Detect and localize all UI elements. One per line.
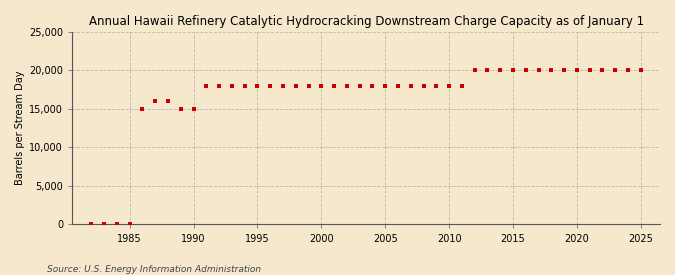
Point: [546, 68, 557, 73]
Point: [393, 84, 404, 88]
Point: [533, 68, 544, 73]
Point: [252, 84, 263, 88]
Point: [316, 84, 327, 88]
Point: [380, 84, 391, 88]
Point: [635, 68, 646, 73]
Point: [495, 68, 506, 73]
Point: [597, 68, 608, 73]
Point: [585, 68, 595, 73]
Point: [137, 107, 148, 111]
Point: [354, 84, 365, 88]
Point: [227, 84, 238, 88]
Y-axis label: Barrels per Stream Day: Barrels per Stream Day: [15, 71, 25, 185]
Point: [482, 68, 493, 73]
Point: [150, 99, 161, 103]
Point: [610, 68, 621, 73]
Text: Source: U.S. Energy Information Administration: Source: U.S. Energy Information Administ…: [47, 265, 261, 274]
Point: [622, 68, 633, 73]
Point: [265, 84, 275, 88]
Point: [163, 99, 173, 103]
Point: [559, 68, 570, 73]
Point: [240, 84, 250, 88]
Point: [431, 84, 441, 88]
Point: [201, 84, 212, 88]
Point: [520, 68, 531, 73]
Point: [124, 222, 135, 227]
Point: [188, 107, 199, 111]
Point: [367, 84, 378, 88]
Point: [342, 84, 352, 88]
Point: [418, 84, 429, 88]
Point: [469, 68, 480, 73]
Point: [406, 84, 416, 88]
Point: [572, 68, 583, 73]
Point: [277, 84, 288, 88]
Point: [99, 222, 109, 227]
Point: [86, 222, 97, 227]
Point: [176, 107, 186, 111]
Title: Annual Hawaii Refinery Catalytic Hydrocracking Downstream Charge Capacity as of : Annual Hawaii Refinery Catalytic Hydrocr…: [88, 15, 644, 28]
Point: [329, 84, 340, 88]
Point: [303, 84, 314, 88]
Point: [508, 68, 518, 73]
Point: [111, 222, 122, 227]
Point: [214, 84, 225, 88]
Point: [290, 84, 301, 88]
Point: [456, 84, 467, 88]
Point: [443, 84, 454, 88]
